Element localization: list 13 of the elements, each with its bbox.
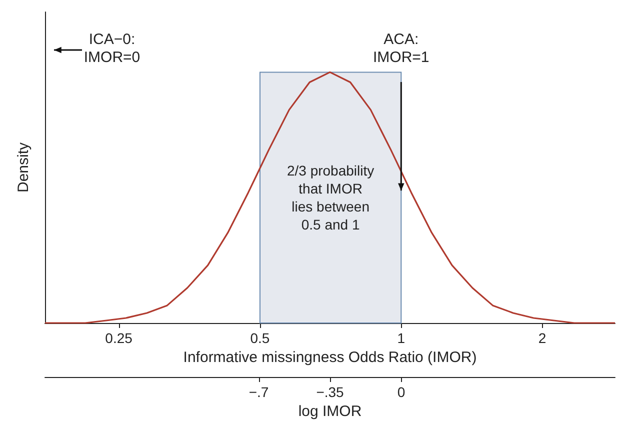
x2-tick-label: 0	[397, 384, 406, 400]
text: ICA−0: IMOR=0	[84, 31, 140, 66]
x-axis-title: Informative missingness Odds Ratio (IMOR)	[183, 348, 477, 366]
x2-axis-title: log IMOR	[298, 402, 362, 420]
x2-tick-label: −.7	[248, 384, 269, 400]
annotation: ACA: IMOR=1	[373, 31, 430, 66]
y-axis-title: Density	[15, 142, 32, 193]
band-label: 2/3 probability that IMOR lies between 0.5 and 1	[286, 162, 374, 233]
x-tick-label: 0.25	[105, 330, 133, 346]
x-tick-label: 2	[538, 330, 546, 346]
x-tick-label: 0.5	[250, 330, 270, 346]
x2-tick-label: −.35	[316, 384, 344, 400]
x-tick-label: 1	[397, 330, 406, 346]
